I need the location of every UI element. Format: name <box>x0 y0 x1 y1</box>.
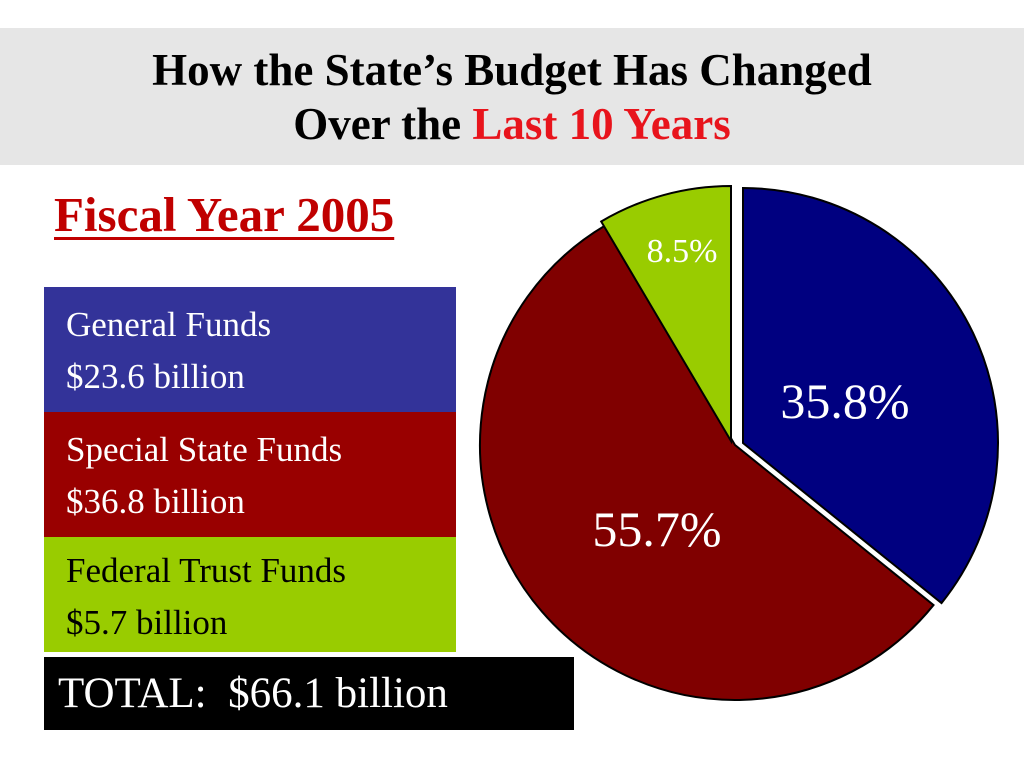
general-funds-amount: $23.6 billion <box>66 357 245 396</box>
federal-trust-funds-box: Federal Trust Funds $5.7 billion <box>44 537 456 652</box>
title-band: How the State’s Budget Has Changed Over … <box>0 28 1024 165</box>
special-state-funds-name: Special State Funds <box>66 430 343 469</box>
total-box: TOTAL: $66.1 billion <box>44 657 574 730</box>
title-line-2-highlight: Last 10 Years <box>472 99 731 149</box>
federal-trust-funds-name: Federal Trust Funds <box>66 551 347 590</box>
general-funds-box: General Funds $23.6 billion <box>44 287 456 412</box>
pie-slice-label-3: 8.5% <box>647 233 718 270</box>
title-line-2-prefix: Over the <box>293 99 462 149</box>
title-line-1: How the State’s Budget Has Changed <box>152 45 872 95</box>
pie-slice-2 <box>479 224 935 701</box>
federal-trust-funds-amount: $5.7 billion <box>66 603 228 642</box>
pie-slice-label-2: 55.7% <box>592 501 721 557</box>
general-funds-name: General Funds <box>66 305 272 344</box>
special-state-funds-amount: $36.8 billion <box>66 482 245 521</box>
pie-slice-label-1: 35.8% <box>780 373 909 429</box>
special-state-funds-box: Special State Funds $36.8 billion <box>44 412 456 537</box>
fiscal-year-heading: Fiscal Year 2005 <box>54 187 395 242</box>
pie-slice-3 <box>599 184 732 445</box>
title-line-2: Over the Last 10 Years <box>0 97 1024 151</box>
pie-slice-1 <box>742 186 999 605</box>
